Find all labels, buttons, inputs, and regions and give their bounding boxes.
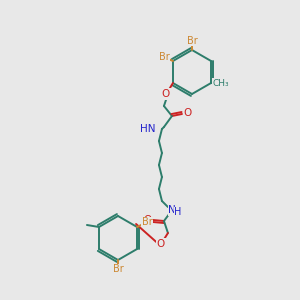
Text: O: O xyxy=(184,108,192,118)
Text: O: O xyxy=(144,215,152,225)
Text: Br: Br xyxy=(142,217,152,227)
Text: N: N xyxy=(168,205,176,215)
Text: CH₃: CH₃ xyxy=(213,79,230,88)
Text: HN: HN xyxy=(140,124,156,134)
Text: O: O xyxy=(157,239,165,249)
Text: H: H xyxy=(174,207,182,217)
Text: Br: Br xyxy=(159,52,169,62)
Text: Br: Br xyxy=(187,36,197,46)
Text: O: O xyxy=(162,89,170,99)
Text: Br: Br xyxy=(112,264,123,274)
